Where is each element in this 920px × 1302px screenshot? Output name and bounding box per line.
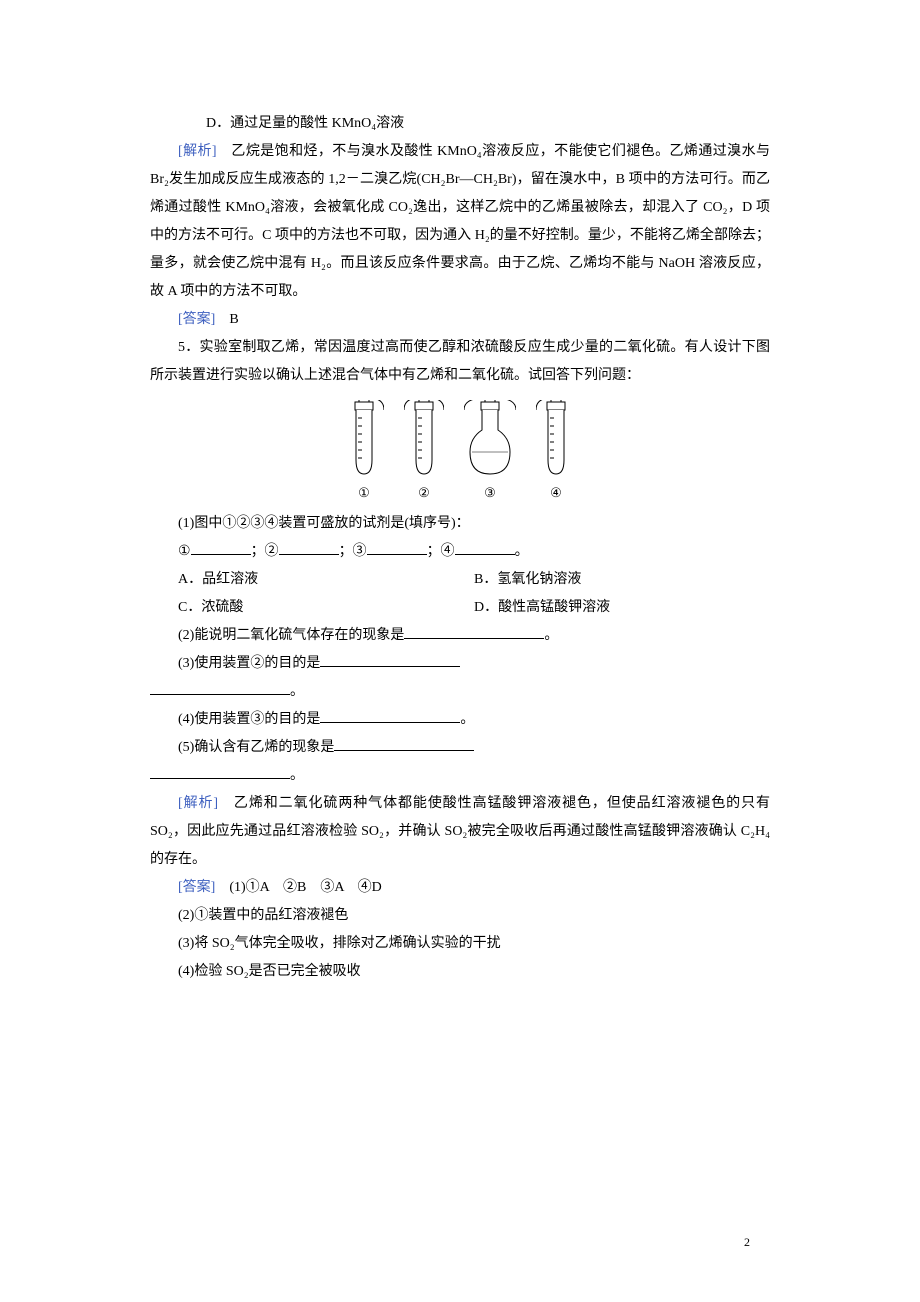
blank-label-3: ；③ [339, 544, 367, 559]
answer-2: [答案] (1)①A ②B ③A ④D [150, 874, 770, 902]
q5-5-text: (5)确认含有乙烯的现象是 [178, 740, 334, 755]
option-a: A．品红溶液 [178, 566, 474, 594]
q5-1-stem: (1)图中①②③④装置可盛放的试剂是(填序号)： [150, 510, 770, 538]
q5-intro: 5．实验室制取乙烯，常因温度过高而使乙醇和浓硫酸反应生成少量的二氧化硫。有人设计… [150, 334, 770, 390]
analysis-2-label: [解析] [178, 796, 234, 811]
q5-3: (3)使用装置②的目的是 [150, 650, 770, 678]
q5-2-end: 。 [544, 628, 558, 643]
blank-label-1: ① [178, 544, 191, 559]
analysis-2: [解析] 乙烯和二氧化硫两种气体都能使酸性高锰酸钾溶液褪色，但使品红溶液褪色的只… [150, 790, 770, 874]
q5-2: (2)能说明二氧化硫气体存在的现象是 。 [150, 622, 770, 650]
answer-line-3: (3)将 SO₂气体完全吸收，排除对乙烯确认实验的干扰 [150, 930, 770, 958]
answer-block: [答案] B [150, 306, 770, 334]
apparatus-figure: ① ② [150, 400, 770, 506]
blank-4 [455, 541, 515, 555]
blank-end: 。 [515, 544, 529, 559]
answer-value: B [229, 312, 238, 327]
q5-5-blank2 [150, 765, 290, 779]
q5-4: (4)使用装置③的目的是 。 [150, 706, 770, 734]
option-d-2: D．酸性高锰酸钾溶液 [474, 594, 770, 622]
q5-1-options: A．品红溶液 B．氢氧化钠溶液 [150, 566, 770, 594]
q5-1-options-2: C．浓硫酸 D．酸性高锰酸钾溶液 [150, 594, 770, 622]
answer-2-text: (1)①A ②B ③A ④D [229, 880, 381, 895]
answer-line-2: (2)①装置中的品红溶液褪色 [150, 902, 770, 930]
blank-label-2: ；② [251, 544, 279, 559]
blank-1 [191, 541, 251, 555]
flask-1: ① [344, 400, 384, 506]
analysis-text: 乙烷是饱和烃，不与溴水及酸性 KMnO₄溶液反应，不能使它们褪色。乙烯通过溴水与… [150, 144, 770, 299]
q5-2-blank [404, 625, 544, 639]
flask-4-label: ④ [550, 480, 562, 506]
option-b: B．氢氧化钠溶液 [474, 566, 770, 594]
q5-2-text: (2)能说明二氧化硫气体存在的现象是 [178, 628, 404, 643]
flask-2: ② [404, 400, 444, 506]
q5-4-text: (4)使用装置③的目的是 [178, 712, 320, 727]
document-body: D．通过足量的酸性 KMnO₄溶液 [解析] 乙烷是饱和烃，不与溴水及酸性 KM… [0, 0, 920, 986]
flask-1-label: ① [358, 480, 370, 506]
q5-4-end: 。 [460, 712, 474, 727]
option-d: D．通过足量的酸性 KMnO₄溶液 [150, 110, 770, 138]
analysis-label: [解析] [178, 144, 231, 159]
answer-label: [答案] [178, 312, 229, 327]
q5-3-blank2 [150, 681, 290, 695]
q5-3-blank [320, 653, 460, 667]
flask-3: ③ [464, 400, 516, 506]
blank-3 [367, 541, 427, 555]
flask-3-label: ③ [484, 480, 496, 506]
blank-label-4: ；④ [427, 544, 455, 559]
q5-3-text: (3)使用装置②的目的是 [178, 656, 320, 671]
analysis-2-text: 乙烯和二氧化硫两种气体都能使酸性高锰酸钾溶液褪色，但使品红溶液褪色的只有 SO₂… [150, 796, 770, 867]
q5-3-line2: 。 [150, 678, 770, 706]
q5-1-blanks: ① ；② ；③ ；④ 。 [150, 538, 770, 566]
q5-5: (5)确认含有乙烯的现象是 [150, 734, 770, 762]
q5-5-end: 。 [290, 768, 304, 783]
analysis-block: [解析] 乙烷是饱和烃，不与溴水及酸性 KMnO₄溶液反应，不能使它们褪色。乙烯… [150, 138, 770, 306]
blank-2 [279, 541, 339, 555]
q5-4-blank [320, 709, 460, 723]
q5-5-line2: 。 [150, 762, 770, 790]
answer-line-4: (4)检验 SO₂是否已完全被吸收 [150, 958, 770, 986]
flask-2-label: ② [418, 480, 430, 506]
flask-4: ④ [536, 400, 576, 506]
option-c: C．浓硫酸 [178, 594, 474, 622]
answer-2-label: [答案] [178, 880, 229, 895]
q5-3-end: 。 [290, 684, 304, 699]
q5-5-blank [334, 737, 474, 751]
page-number: 2 [744, 1235, 750, 1250]
